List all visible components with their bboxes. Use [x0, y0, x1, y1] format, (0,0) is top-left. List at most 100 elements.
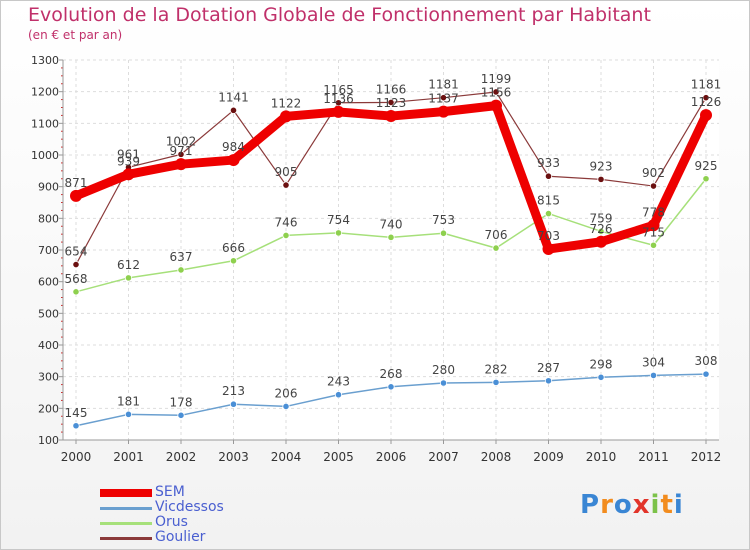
data-label-sem: 871 — [65, 176, 88, 190]
data-point-goulier — [72, 260, 80, 269]
logo-letter: x — [632, 490, 651, 520]
data-label-goulier: 1199 — [481, 72, 512, 86]
legend-swatch — [100, 507, 152, 510]
data-point-sem — [175, 158, 187, 171]
x-tick-label: 2008 — [481, 450, 512, 464]
legend-label: SEM — [155, 484, 185, 500]
x-tick-label: 2009 — [533, 450, 564, 464]
x-tick-label: 2003 — [218, 450, 249, 464]
logo-letter: P — [580, 490, 601, 520]
x-tick-label: 2001 — [113, 450, 144, 464]
data-label-vicdessos: 282 — [485, 362, 508, 376]
data-label-goulier: 1181 — [428, 78, 459, 92]
data-label-goulier: 961 — [117, 147, 140, 161]
data-label-sem: 939 — [117, 154, 140, 168]
data-point-goulier — [387, 98, 395, 107]
data-point-sem — [385, 110, 397, 123]
data-point-sem — [700, 109, 712, 122]
data-label-goulier: 654 — [65, 245, 88, 259]
data-point-vicdessos — [649, 371, 658, 379]
data-label-sem: 1137 — [428, 92, 459, 106]
x-tick-label: 2002 — [166, 450, 197, 464]
data-point-orus — [229, 257, 238, 265]
logo-letter: r — [600, 490, 614, 520]
data-label-sem: 703 — [537, 229, 560, 243]
data-label-sem: 726 — [590, 222, 613, 236]
data-label-orus: 759 — [590, 211, 613, 225]
y-tick-label: 900 — [38, 181, 59, 194]
data-point-goulier — [492, 88, 500, 96]
data-point-vicdessos — [177, 411, 185, 419]
x-tick-label: 2005 — [323, 450, 354, 464]
data-point-goulier — [229, 106, 238, 114]
data-label-goulier: 902 — [642, 166, 665, 180]
data-label-vicdessos: 206 — [275, 386, 298, 400]
data-label-vicdessos: 287 — [537, 361, 560, 375]
data-label-goulier: 1165 — [323, 83, 354, 97]
data-point-sem — [280, 110, 292, 123]
legend-swatch — [100, 489, 152, 497]
data-point-goulier — [649, 182, 658, 190]
y-tick-label: 800 — [38, 212, 59, 225]
legend-label: Vicdessos — [155, 499, 224, 515]
data-point-vicdessos — [334, 391, 343, 399]
data-label-goulier: 1166 — [376, 82, 407, 96]
data-point-vicdessos — [439, 379, 448, 387]
data-label-goulier: 933 — [537, 156, 560, 170]
data-label-vicdessos: 145 — [65, 406, 88, 420]
data-label-vicdessos: 181 — [117, 394, 140, 408]
data-point-sem — [332, 105, 345, 118]
data-label-vicdessos: 178 — [170, 395, 193, 409]
chart-subtitle: (en € et par an) — [28, 28, 123, 42]
data-point-orus — [649, 241, 658, 249]
data-point-orus — [177, 266, 185, 274]
x-tick-label: 2000 — [61, 450, 92, 464]
data-label-orus: 815 — [537, 194, 560, 208]
y-tick-label: 400 — [38, 339, 59, 352]
data-label-orus: 740 — [380, 217, 403, 231]
data-point-vicdessos — [544, 377, 553, 385]
data-label-goulier: 1141 — [218, 90, 249, 104]
legend-label: Goulier — [155, 529, 206, 545]
data-label-orus: 568 — [65, 272, 88, 286]
legend-label: Orus — [155, 514, 188, 530]
data-label-goulier: 1181 — [691, 78, 722, 92]
data-point-sem — [122, 168, 135, 181]
x-tick-label: 2007 — [428, 450, 459, 464]
logo-letter: o — [613, 490, 633, 520]
data-point-orus — [72, 288, 80, 296]
data-label-orus: 746 — [275, 215, 298, 229]
data-point-orus — [334, 229, 343, 237]
data-point-vicdessos — [124, 410, 133, 418]
data-point-orus — [492, 244, 500, 252]
data-label-goulier: 905 — [275, 165, 298, 179]
data-point-goulier — [544, 172, 553, 180]
data-point-goulier — [597, 175, 605, 183]
data-point-sem — [542, 243, 555, 256]
y-tick-label: 1200 — [31, 86, 59, 99]
y-tick-label: 300 — [38, 371, 59, 384]
x-tick-label: 2011 — [638, 450, 669, 464]
data-point-vicdessos — [492, 378, 500, 386]
x-tick-label: 2004 — [271, 450, 302, 464]
chart-title: Evolution de la Dotation Globale de Fonc… — [28, 4, 651, 26]
data-label-sem: 984 — [222, 140, 245, 154]
proxiti-logo: Proxiti — [580, 490, 684, 520]
x-tick-label: 2006 — [376, 450, 407, 464]
legend-swatch — [100, 522, 152, 525]
x-tick-label: 2012 — [691, 450, 722, 464]
data-point-sem — [595, 235, 607, 248]
legend-swatch — [100, 537, 152, 540]
data-label-goulier: 1002 — [166, 134, 197, 148]
data-point-orus — [702, 175, 710, 183]
data-point-goulier — [702, 94, 710, 102]
data-point-goulier — [177, 150, 185, 158]
data-point-vicdessos — [597, 373, 605, 381]
data-label-sem: 1123 — [376, 96, 407, 110]
data-label-orus: 715 — [642, 225, 665, 239]
data-point-vicdessos — [282, 402, 290, 411]
data-label-sem: 1136 — [323, 92, 354, 106]
y-tick-label: 600 — [38, 276, 59, 289]
data-label-sem: 971 — [170, 144, 193, 158]
